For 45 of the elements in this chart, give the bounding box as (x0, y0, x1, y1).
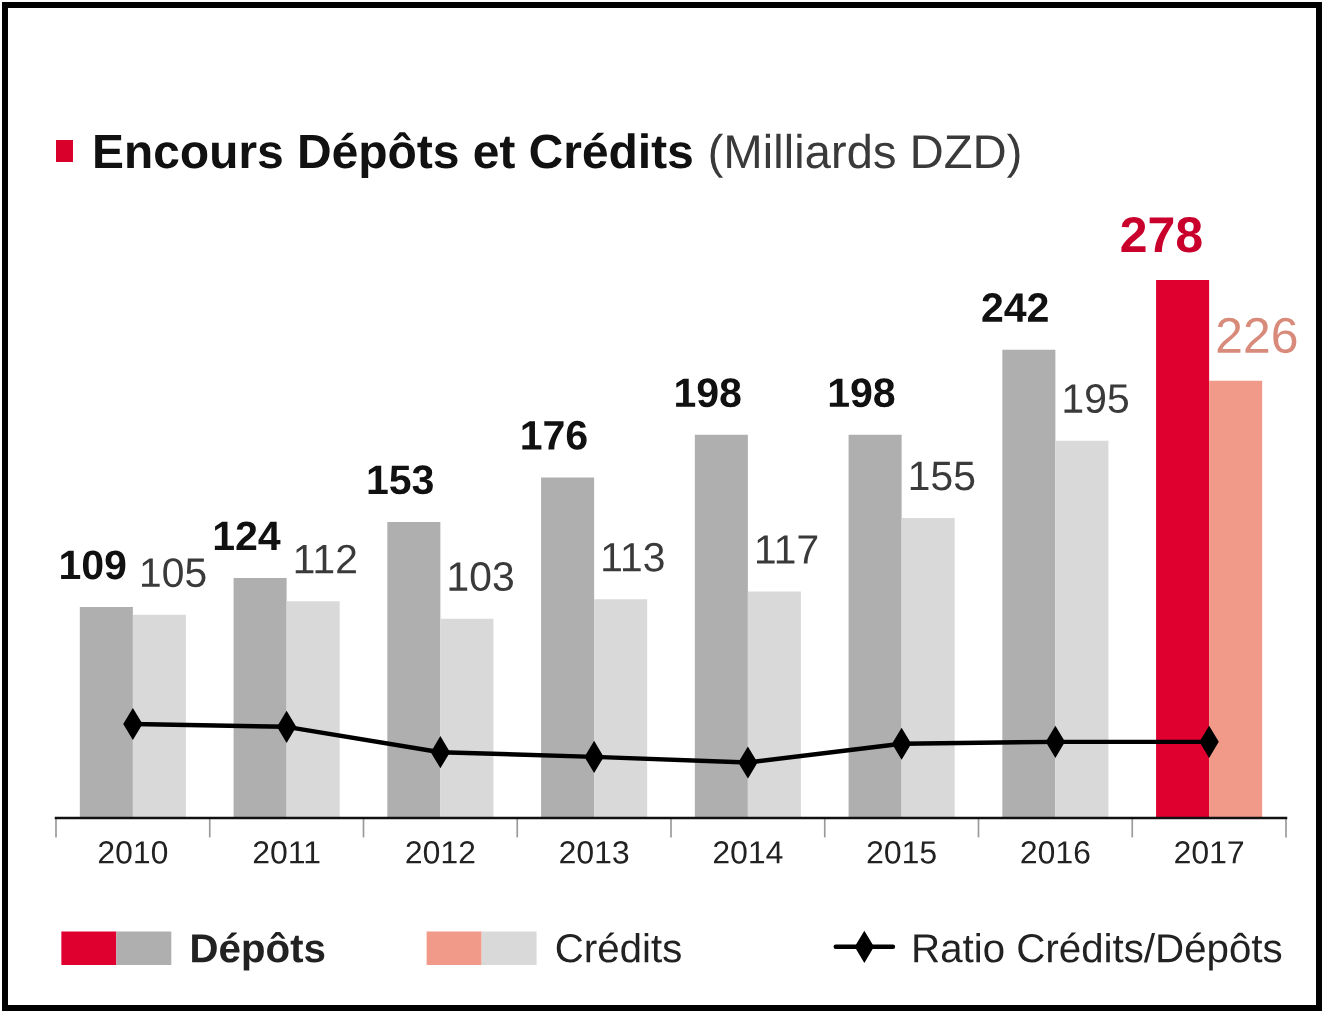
bar (1209, 380, 1263, 818)
bar (387, 521, 441, 818)
data-label: 124 (214, 521, 281, 551)
bar (1002, 349, 1056, 818)
x-tick-label: 2011 (253, 841, 320, 864)
x-tick-label: 2017 (1175, 841, 1244, 864)
bar (286, 601, 340, 818)
data-label: 195 (1064, 384, 1129, 414)
data-label: 109 (61, 550, 126, 580)
data-label: 176 (522, 420, 587, 450)
bar (901, 518, 955, 818)
x-tick-label: 2012 (406, 841, 475, 864)
data-label: 153 (368, 465, 433, 495)
bar (79, 607, 133, 818)
data-label: 112 (295, 544, 356, 574)
bar (848, 434, 902, 818)
legend-label: Dépôts (192, 932, 325, 971)
data-label: 278 (1121, 217, 1202, 253)
bar (132, 614, 186, 818)
x-tick-label: 2015 (867, 841, 936, 864)
bar (440, 618, 494, 818)
x-tick-label: 2014 (713, 841, 783, 864)
data-label: 198 (829, 378, 895, 408)
bar (594, 599, 648, 818)
bar (1156, 280, 1210, 818)
x-tick-label: 2013 (560, 841, 629, 864)
legend-label: Crédits (556, 932, 681, 963)
bar (541, 477, 595, 818)
bar (1055, 440, 1109, 818)
bar (233, 578, 287, 818)
legend-label: Ratio Crédits/Dépôts (914, 932, 1282, 971)
data-label: 226 (1217, 317, 1297, 354)
data-label: 155 (910, 461, 975, 491)
x-tick-label: 2010 (98, 841, 168, 864)
chart-subtitle: (Milliards DZD) (710, 133, 1020, 178)
bar (694, 434, 748, 818)
data-label: 198 (676, 378, 741, 408)
data-label: 103 (449, 562, 513, 592)
data-label: 105 (142, 558, 206, 588)
chart-title: Encours Dépôts et Crédits (95, 132, 692, 178)
data-label: 117 (757, 535, 818, 564)
x-tick-label: 2016 (1021, 841, 1090, 864)
data-label: 242 (982, 293, 1048, 322)
data-label: 113 (603, 542, 664, 572)
bar (747, 591, 801, 818)
